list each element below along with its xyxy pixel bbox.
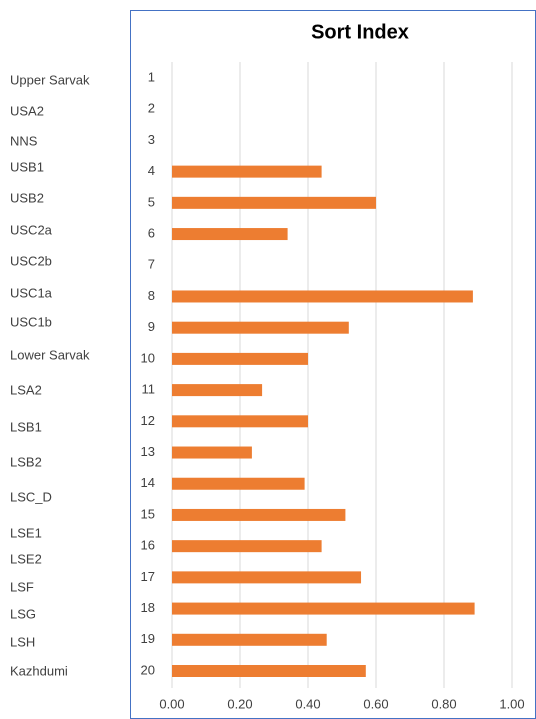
bar <box>172 290 473 303</box>
bar <box>172 228 288 241</box>
x-tick-label: 0.40 <box>295 696 320 711</box>
x-tick-label: 0.00 <box>159 696 184 711</box>
y-tick-label: 12 <box>141 413 155 428</box>
zone-label: LSB1 <box>10 419 42 434</box>
y-tick-label: 18 <box>141 600 155 615</box>
bar <box>172 665 366 677</box>
bar <box>172 165 322 178</box>
zone-label: USC1a <box>10 285 53 300</box>
zone-label: Lower Sarvak <box>10 347 90 362</box>
y-tick-label: 1 <box>148 69 155 84</box>
x-tick-label: 0.80 <box>431 696 456 711</box>
y-tick-label: 8 <box>148 288 155 303</box>
zone-label: LSC_D <box>10 489 52 504</box>
zone-label: LSB2 <box>10 454 42 469</box>
y-tick-label: 4 <box>148 163 155 178</box>
zone-label: NNS <box>10 133 38 148</box>
y-tick-label: 13 <box>141 444 155 459</box>
bar <box>172 352 308 365</box>
zone-label: Upper Sarvak <box>10 72 90 87</box>
zone-label: LSH <box>10 634 35 649</box>
zone-label: USC2b <box>10 253 52 268</box>
bar <box>172 446 252 459</box>
x-tick-label: 1.00 <box>499 696 524 711</box>
bar <box>172 602 475 615</box>
bar <box>172 321 349 334</box>
y-tick-label: 16 <box>141 538 155 553</box>
bar <box>172 633 327 646</box>
bar <box>172 196 376 209</box>
zone-label: Kazhdumi <box>10 663 68 678</box>
y-tick-label: 5 <box>148 194 155 209</box>
zone-label: LSE1 <box>10 525 42 540</box>
y-tick-label: 2 <box>148 101 155 116</box>
zone-label: USB2 <box>10 190 44 205</box>
y-tick-label: 15 <box>141 506 155 521</box>
zone-label: USA2 <box>10 103 44 118</box>
y-tick-label: 3 <box>148 132 155 147</box>
bar <box>172 540 322 553</box>
x-tick-label: 0.20 <box>227 696 252 711</box>
chart-title: Sort Index <box>311 21 409 43</box>
y-tick-label: 14 <box>141 475 155 490</box>
y-tick-label: 11 <box>142 382 156 397</box>
y-tick-label: 20 <box>141 662 155 677</box>
zone-label: USC2a <box>10 222 53 237</box>
bar <box>172 477 305 490</box>
x-tick-label: 0.60 <box>363 696 388 711</box>
y-tick-label: 19 <box>141 631 155 646</box>
zone-label: USB1 <box>10 159 44 174</box>
zone-label: LSE2 <box>10 551 42 566</box>
bar <box>172 508 346 521</box>
bar <box>172 384 263 397</box>
bar <box>172 571 362 584</box>
zone-label: LSA2 <box>10 382 42 397</box>
y-tick-label: 6 <box>148 225 155 240</box>
zone-label: LSG <box>10 606 36 621</box>
zone-label: USC1b <box>10 314 52 329</box>
y-tick-label: 7 <box>148 257 155 272</box>
y-tick-label: 10 <box>141 350 155 365</box>
zone-label: LSF <box>10 579 34 594</box>
bar <box>172 415 308 428</box>
y-tick-label: 17 <box>141 569 155 584</box>
y-tick-label: 9 <box>148 319 155 334</box>
